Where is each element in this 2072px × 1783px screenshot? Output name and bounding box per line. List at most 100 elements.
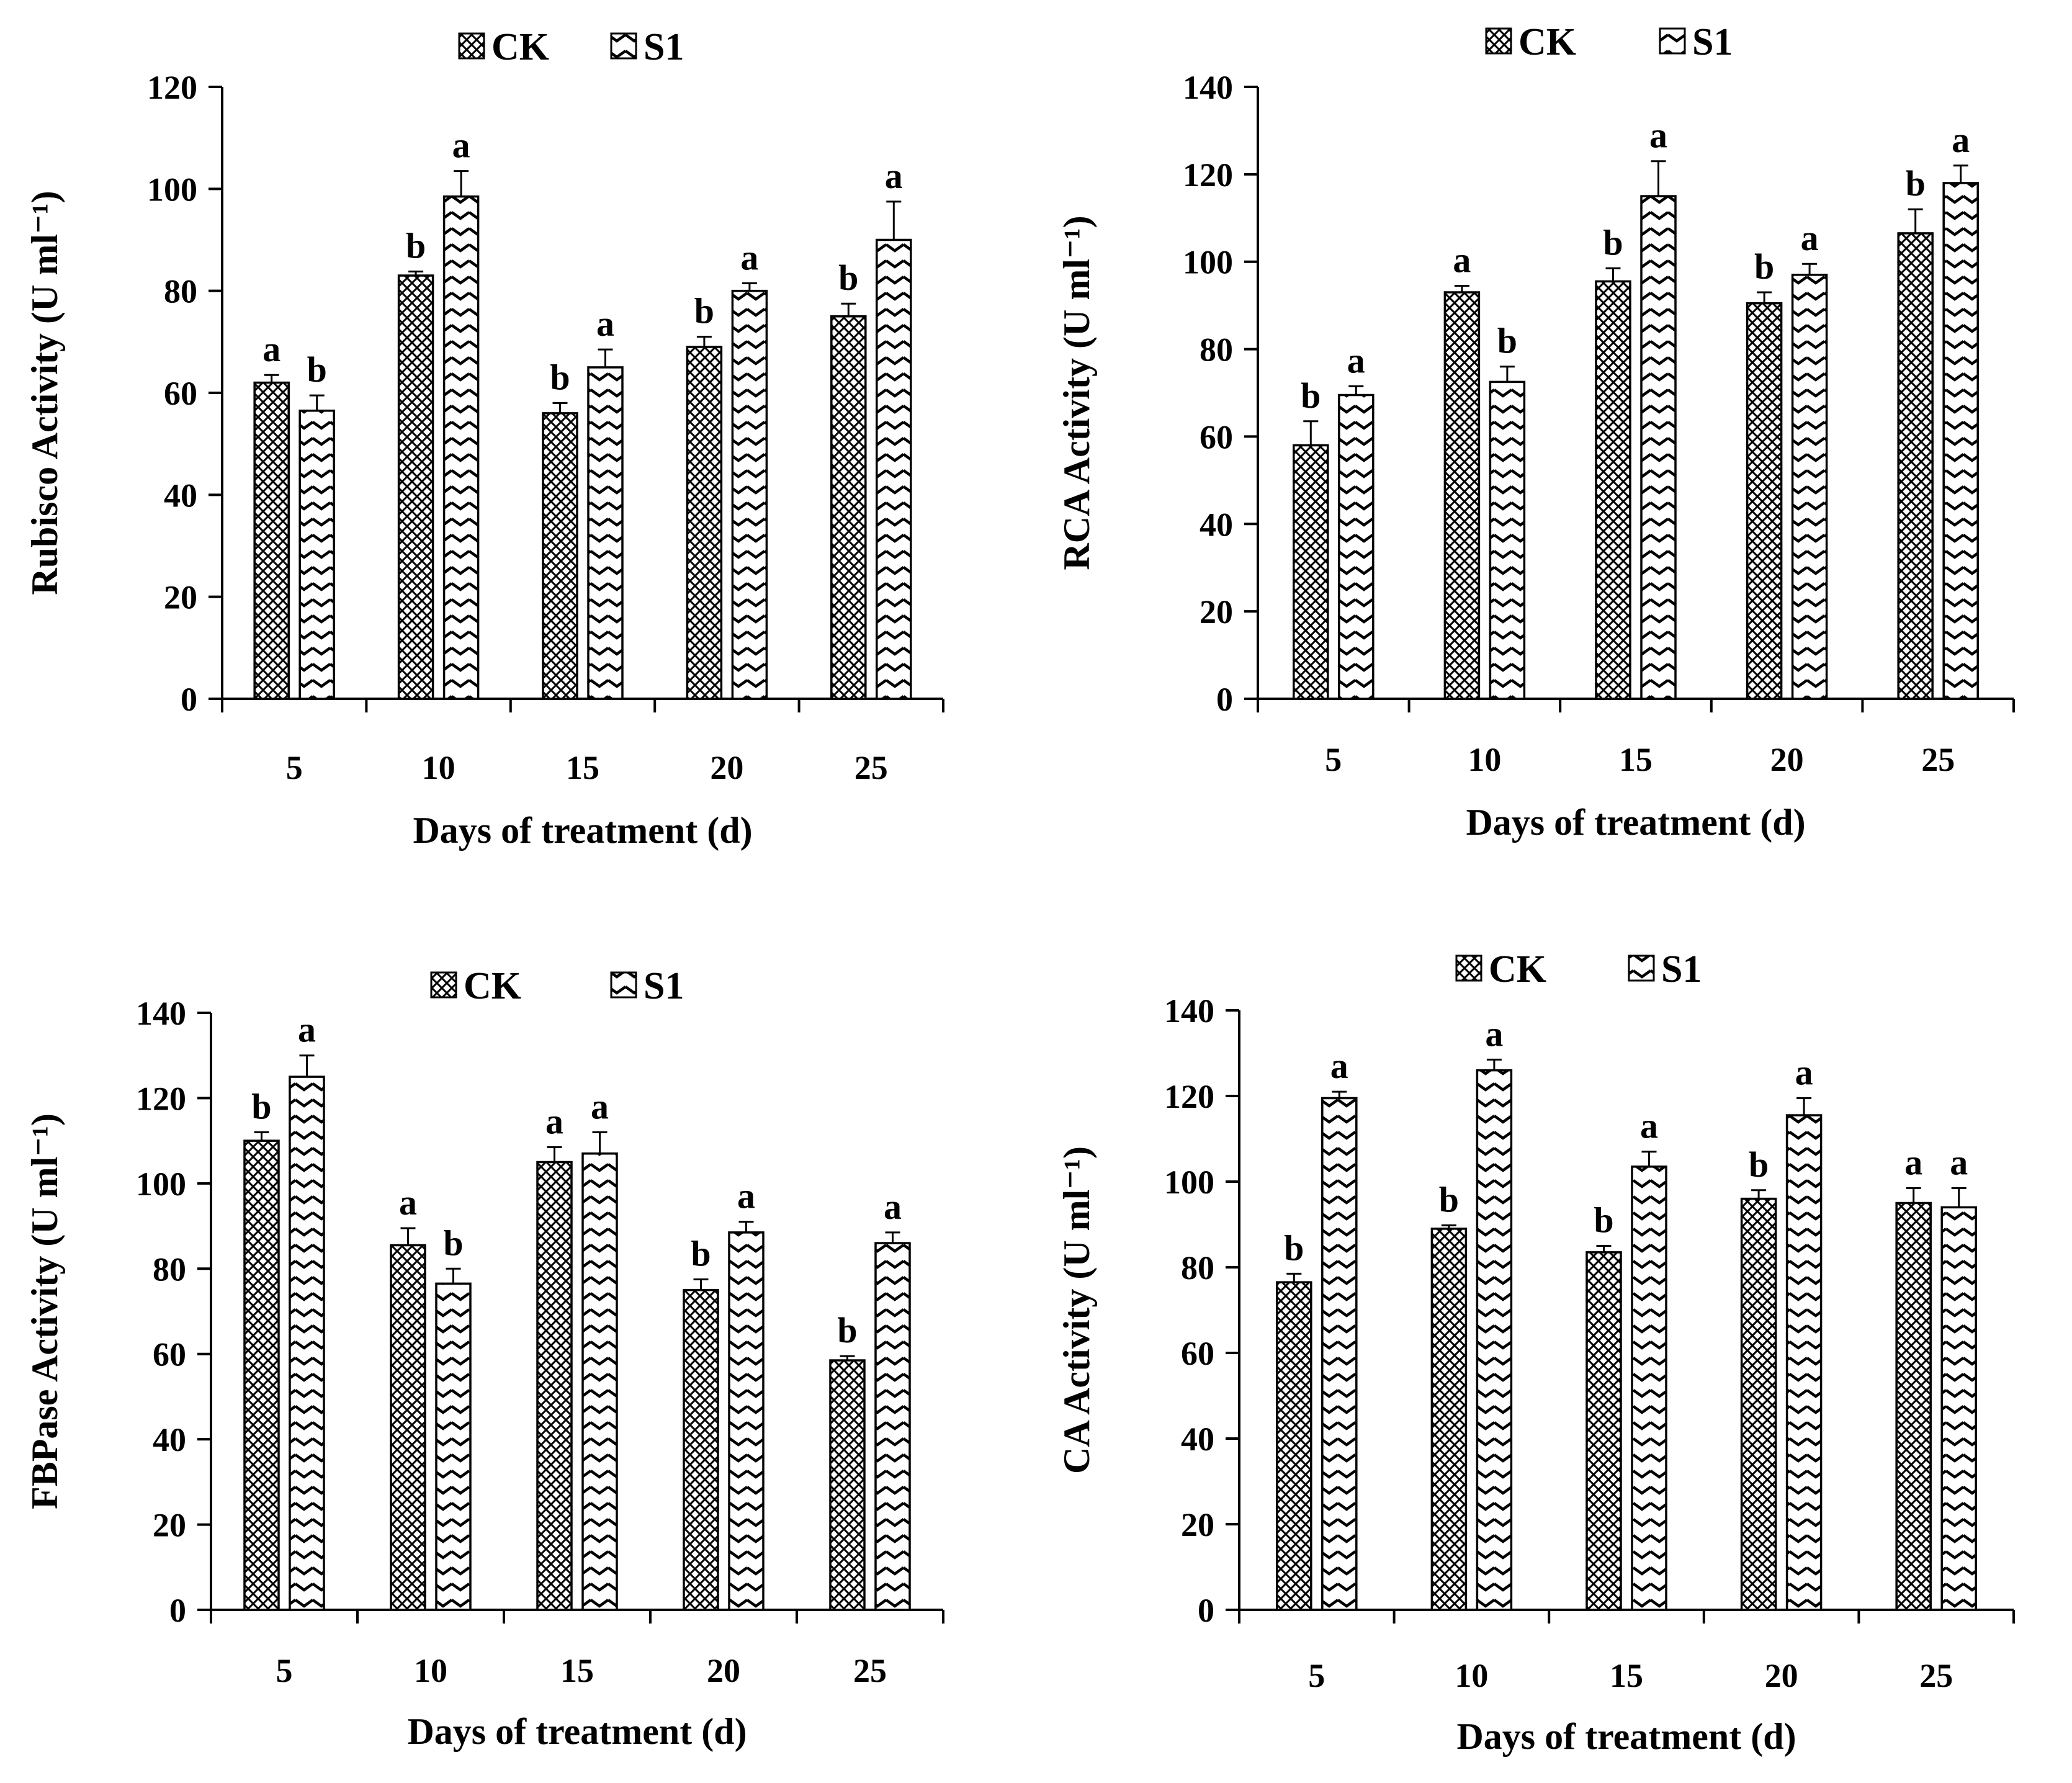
bar-s1 bbox=[1489, 380, 1526, 700]
bar-ck bbox=[1276, 1281, 1312, 1611]
y-tick-label: 0 bbox=[1216, 681, 1233, 718]
x-tick-label: 5 bbox=[276, 1652, 293, 1689]
y-tick-label: 140 bbox=[136, 995, 186, 1032]
y-tick-label: 40 bbox=[1200, 506, 1233, 543]
significance-letter: a bbox=[1485, 1013, 1503, 1054]
x-tick-label: 20 bbox=[1765, 1657, 1798, 1694]
significance-letter: b bbox=[1906, 163, 1926, 204]
significance-letter: a bbox=[452, 125, 470, 166]
bar-s1 bbox=[731, 289, 768, 700]
x-tick-label: 10 bbox=[1468, 741, 1501, 778]
bar-s1 bbox=[587, 366, 624, 700]
x-tick-label: 5 bbox=[1325, 741, 1342, 778]
x-tick-label: 20 bbox=[1770, 741, 1804, 778]
y-tick-label: 80 bbox=[164, 273, 197, 310]
significance-letter: b bbox=[550, 357, 570, 397]
x-tick-label: 15 bbox=[566, 749, 599, 786]
bar-ck bbox=[1740, 1197, 1777, 1611]
significance-letter: a bbox=[298, 1010, 316, 1050]
x-axis-title: Days of treatment (d) bbox=[1456, 1716, 1796, 1757]
x-tick-label: 20 bbox=[710, 749, 743, 786]
bar-ck bbox=[686, 346, 723, 700]
significance-letter: a bbox=[740, 237, 758, 277]
significance-letter: b bbox=[406, 225, 426, 266]
legend-swatch-ck bbox=[430, 971, 457, 999]
significance-letter: a bbox=[1330, 1046, 1348, 1086]
significance-letter: b bbox=[1594, 1200, 1613, 1241]
bar-ck bbox=[243, 1139, 280, 1611]
y-tick-label: 100 bbox=[1164, 1164, 1214, 1201]
significance-letter: b bbox=[1301, 375, 1321, 416]
y-axis-title: CA Activity (U ml⁻¹) bbox=[1056, 1146, 1097, 1474]
x-tick-label: 25 bbox=[1919, 1657, 1953, 1694]
legend-swatch-ck bbox=[458, 32, 485, 60]
significance-letter: a bbox=[262, 329, 280, 369]
legend-label-ck: CK bbox=[1518, 21, 1576, 63]
y-tick-label: 20 bbox=[1181, 1506, 1214, 1543]
significance-letter: b bbox=[1497, 321, 1517, 361]
significance-letter: b bbox=[1749, 1144, 1769, 1185]
x-tick-label: 10 bbox=[414, 1652, 447, 1689]
significance-letter: a bbox=[1640, 1106, 1658, 1146]
y-tick-label: 0 bbox=[169, 1592, 186, 1629]
y-tick-label: 80 bbox=[1200, 331, 1233, 369]
significance-letter: b bbox=[307, 349, 327, 390]
y-tick-label: 100 bbox=[1183, 244, 1233, 281]
bar-ck bbox=[829, 1359, 866, 1611]
x-tick-label: 5 bbox=[286, 749, 303, 786]
bar-s1 bbox=[581, 1152, 618, 1611]
y-tick-label: 140 bbox=[1164, 992, 1214, 1030]
ca-chart-panel: 0 20 40 60 80 100 120 140 5 10 15 20 25 Days of treat… bbox=[1056, 948, 2015, 1757]
significance-letter: b bbox=[838, 258, 858, 298]
y-tick-label: 60 bbox=[153, 1336, 186, 1373]
x-tick-label: 25 bbox=[854, 749, 888, 786]
x-tick-label: 15 bbox=[1619, 741, 1653, 778]
bar-ck bbox=[542, 412, 578, 700]
significance-letter: a bbox=[591, 1086, 609, 1126]
y-tick-label: 100 bbox=[147, 171, 197, 208]
legend-label-ck: CK bbox=[464, 965, 521, 1007]
bar-ck bbox=[1895, 1201, 1932, 1611]
x-axis-title: Days of treatment (d) bbox=[407, 1711, 747, 1752]
x-tick-label: 15 bbox=[1610, 1657, 1643, 1694]
y-tick-label: 60 bbox=[164, 375, 197, 412]
bar-s1 bbox=[1338, 393, 1375, 700]
bar-s1 bbox=[1785, 1114, 1823, 1611]
bar-s1 bbox=[874, 1242, 911, 1611]
legend-swatch-s1 bbox=[1659, 27, 1686, 55]
y-tick-label: 120 bbox=[1183, 156, 1233, 194]
significance-letter: a bbox=[884, 1187, 902, 1227]
bar-ck bbox=[1443, 291, 1481, 700]
bar-ck bbox=[536, 1161, 573, 1611]
significance-letter: b bbox=[1284, 1228, 1304, 1268]
significance-letter: a bbox=[399, 1182, 417, 1223]
bar-s1 bbox=[1942, 182, 1979, 700]
y-axis-title: FBPase Activity (U ml⁻¹) bbox=[24, 1113, 65, 1509]
bar-ck bbox=[390, 1244, 426, 1611]
legend-swatch-s1 bbox=[610, 32, 637, 60]
y-tick-label: 0 bbox=[1198, 1592, 1214, 1629]
y-tick-label: 120 bbox=[136, 1080, 186, 1117]
y-tick-label: 20 bbox=[1200, 593, 1233, 631]
bar-s1 bbox=[1321, 1097, 1358, 1611]
x-tick-label: 25 bbox=[1921, 741, 1955, 778]
y-tick-label: 100 bbox=[136, 1165, 186, 1203]
x-axis-title: Days of treatment (d) bbox=[413, 810, 752, 851]
x-axis-title: Days of treatment (d) bbox=[1466, 802, 1805, 843]
bar-s1 bbox=[1791, 274, 1828, 700]
bar-ck bbox=[830, 315, 867, 700]
rubisco-chart-panel: 0 20 40 60 80 100 120 5 10 15 20 25 Days of treatmen… bbox=[24, 26, 944, 851]
y-tick-label: 0 bbox=[181, 681, 197, 718]
legend-label-s1: S1 bbox=[644, 965, 684, 1007]
bar-s1 bbox=[728, 1231, 765, 1611]
significance-letter: a bbox=[885, 156, 903, 196]
legend-label-s1: S1 bbox=[644, 26, 684, 68]
significance-letter: b bbox=[694, 291, 714, 331]
legend-label-s1: S1 bbox=[1692, 21, 1733, 63]
significance-letter: a bbox=[1904, 1142, 1922, 1182]
significance-letter: a bbox=[1795, 1052, 1813, 1092]
fbpase-chart-panel: 0 20 40 60 80 100 120 140 5 10 15 20 25 Days of treat… bbox=[24, 965, 944, 1752]
significance-letter: b bbox=[1754, 246, 1774, 287]
y-tick-label: 60 bbox=[1200, 418, 1233, 456]
